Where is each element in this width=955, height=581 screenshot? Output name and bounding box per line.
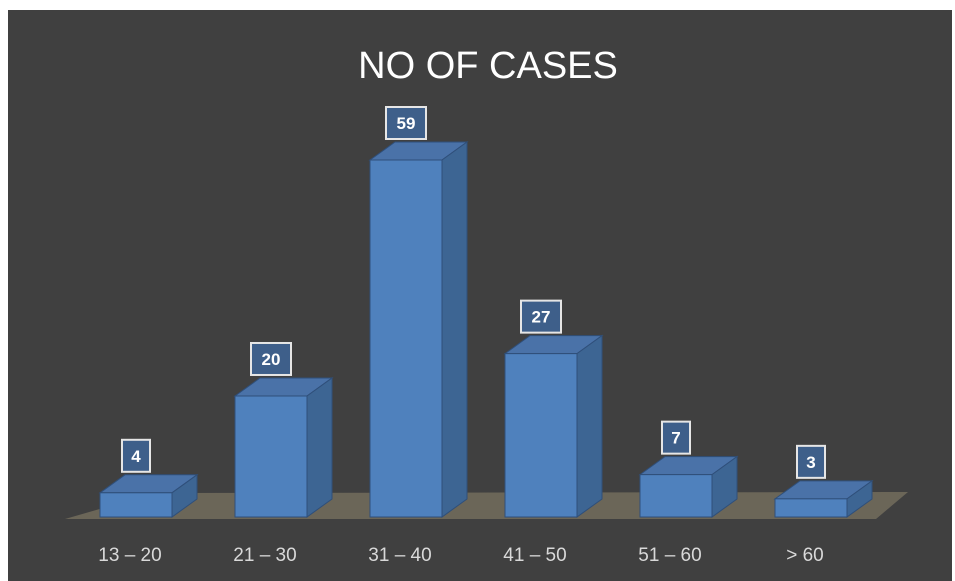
chart-area: 4 20 59 27 7 3 13 – 20 21 – 30 31 – 40 41 – 50 51… <box>8 10 952 581</box>
bar-front-face <box>774 498 848 518</box>
data-label-box <box>796 444 826 479</box>
x-tick-label: 51 – 60 <box>638 545 701 566</box>
bar-front-face <box>234 395 308 518</box>
chart-svg: 4 20 59 27 7 3 13 – 20 21 – 30 31 – 40 41 – 50 51… <box>65 45 908 566</box>
x-tick-label: 31 – 40 <box>368 545 431 566</box>
x-tick-label: 13 – 20 <box>98 545 161 566</box>
bar-3: 59 <box>368 106 469 518</box>
bar-5: 7 <box>638 420 739 518</box>
bar-2: 20 <box>233 341 334 518</box>
bar-6: 3 <box>773 444 874 518</box>
data-label-box <box>250 341 292 376</box>
bar-side-face <box>306 377 333 518</box>
data-label: 59 <box>397 114 416 133</box>
x-tick-label: 21 – 30 <box>233 545 296 566</box>
bar-front-face <box>504 353 578 518</box>
data-label-box <box>121 438 151 473</box>
bar-front-face <box>99 492 173 518</box>
bar-1: 4 <box>98 438 199 518</box>
bar-side-face <box>441 141 468 518</box>
data-label-box <box>520 299 562 334</box>
data-label-box <box>661 420 691 455</box>
data-label: 27 <box>532 308 551 327</box>
chart-title: NO OF CASES <box>358 45 618 87</box>
x-tick-label: > 60 <box>786 545 824 566</box>
data-label-box <box>385 106 427 140</box>
data-label: 20 <box>262 350 281 369</box>
bar-front-face <box>369 159 443 518</box>
bars-layer: 4 20 59 27 7 3 <box>98 106 874 518</box>
bar-4: 27 <box>503 299 604 518</box>
x-tick-label: 41 – 50 <box>503 545 566 566</box>
data-label: 4 <box>131 447 141 466</box>
data-label: 7 <box>671 429 680 448</box>
bar-front-face <box>639 474 713 518</box>
x-axis-ticks: 13 – 20 21 – 30 31 – 40 41 – 50 51 – 60 > 60 <box>98 545 823 566</box>
data-label: 3 <box>806 453 815 472</box>
bar-side-face <box>576 334 603 518</box>
